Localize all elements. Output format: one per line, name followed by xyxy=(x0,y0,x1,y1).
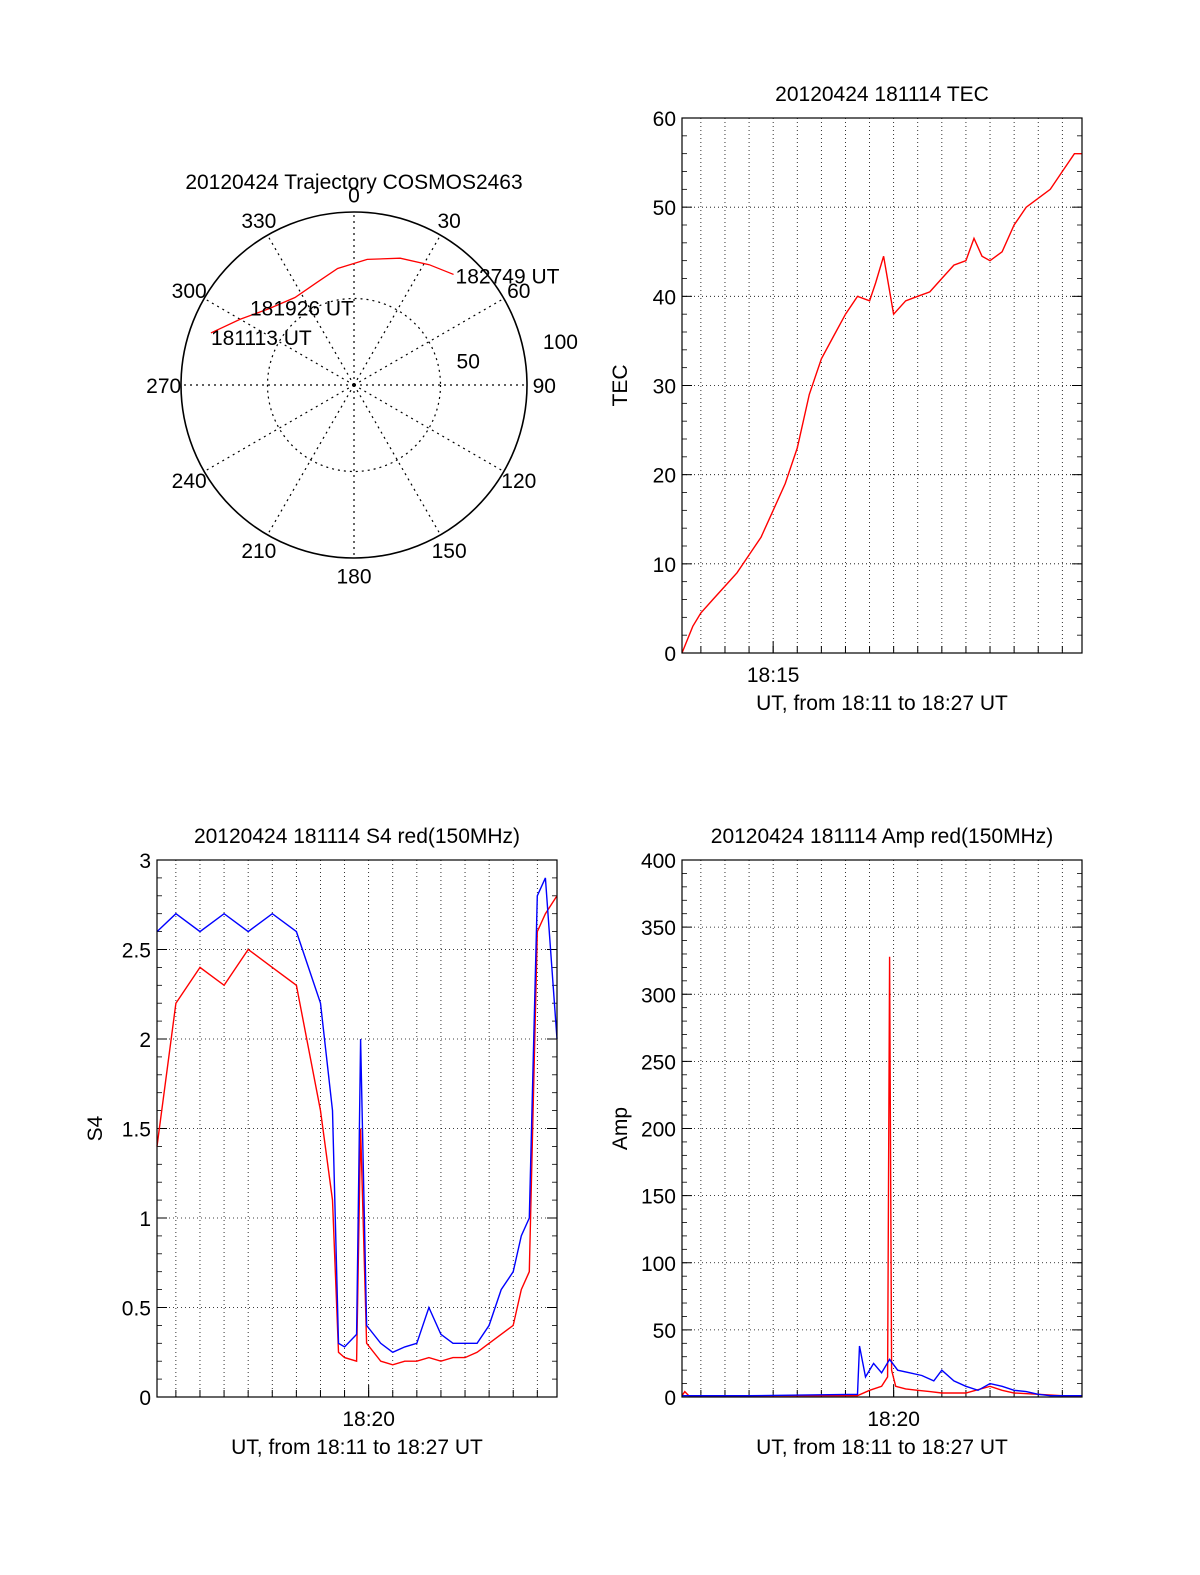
tec-chart: 0 10 20 30 40 50 60 18:15 20120424 181114 TEC UT,… xyxy=(609,83,1083,715)
data-series-1 xyxy=(681,152,1082,654)
y-tick-label: 350 xyxy=(641,917,676,940)
polar-azimuth-label: 240 xyxy=(172,470,207,493)
y-tick-label: 30 xyxy=(653,376,676,399)
chart-title: 20120424 181114 TEC xyxy=(775,83,989,106)
y-tick-label: 150 xyxy=(641,1186,676,1209)
y-tick-label: 50 xyxy=(653,197,676,220)
y-tick-label: 300 xyxy=(641,984,676,1007)
y-tick-label: 400 xyxy=(641,850,676,873)
x-axis-label: UT, from 18:11 to 18:27 UT xyxy=(756,1436,1008,1459)
trajectory-time-label: 182749 UT xyxy=(456,265,560,288)
trajectory-time-label: 181926 UT xyxy=(250,298,354,321)
chart-title: 20120424 181114 Amp red(150MHz) xyxy=(711,825,1053,848)
s4-chart: 0 0.5 1 1.5 2 2.5 3 18:20 20120424 181114 S4 red… xyxy=(84,825,558,1459)
trajectory-time-label: 181113 UT xyxy=(211,327,312,350)
polar-azimuth-labels: 0 30 60 90 120 150 180 210 240 270 300 330 50 100 xyxy=(146,185,578,589)
polar-outer-circle xyxy=(180,211,528,559)
y-tick-label: 2 xyxy=(139,1029,151,1052)
y-tick-label: 0 xyxy=(664,1387,676,1410)
polar-spoke xyxy=(203,384,355,473)
data-series-2 xyxy=(682,1345,1082,1397)
polar-azimuth-label: 270 xyxy=(146,375,181,398)
trajectory-title: 20120424 Trajectory COSMOS2463 xyxy=(185,171,522,194)
polar-spoke xyxy=(353,234,442,386)
plot-frame xyxy=(681,117,1083,654)
polar-inner-circle xyxy=(266,297,442,473)
y-tick-label: 20 xyxy=(653,465,676,488)
trajectory-line xyxy=(210,257,454,334)
polar-azimuth-label: 0 xyxy=(348,185,360,208)
y-tick-label: 200 xyxy=(641,1119,676,1142)
y-tick-label: 2.5 xyxy=(122,940,151,963)
plot-frame xyxy=(156,859,558,1398)
y-tick-label: 100 xyxy=(641,1253,676,1276)
polar-azimuth-label: 330 xyxy=(241,210,276,233)
y-tick-label: 0 xyxy=(139,1387,151,1410)
trajectory-polar-chart: 20120424 Trajectory COSMOS2463 0 30 60 90 12… xyxy=(146,171,578,588)
polar-trajectory-series xyxy=(210,257,454,334)
y-tick-label: 10 xyxy=(653,554,676,577)
polar-annotations: 182749 UT 181926 UT 181113 UT xyxy=(211,265,560,349)
x-tick-label: 18:20 xyxy=(342,1408,395,1431)
plot-frame xyxy=(681,859,1083,1398)
polar-azimuth-label: 150 xyxy=(432,540,467,563)
chart-title: 20120424 181114 S4 red(150MHz) xyxy=(194,825,520,848)
polar-grid xyxy=(180,211,528,559)
y-axis-label: S4 xyxy=(84,1115,107,1141)
data-series-2 xyxy=(156,877,558,1354)
polar-spoke xyxy=(353,297,505,386)
polar-azimuth-label: 210 xyxy=(241,540,276,563)
y-tick-label: 3 xyxy=(139,850,151,873)
y-tick-label: 60 xyxy=(653,108,676,131)
y-axis-label: TEC xyxy=(609,365,632,407)
x-axis-label: UT, from 18:11 to 18:27 UT xyxy=(231,1436,483,1459)
polar-azimuth-label: 300 xyxy=(172,280,207,303)
polar-azimuth-label: 60 xyxy=(507,280,530,303)
y-tick-label: 250 xyxy=(641,1051,676,1074)
polar-radial-label: 100 xyxy=(543,331,578,354)
polar-spoke xyxy=(203,297,355,386)
y-axis-label: Amp xyxy=(609,1107,632,1150)
polar-azimuth-label: 120 xyxy=(501,470,536,493)
x-tick-label: 18:20 xyxy=(867,1408,920,1431)
amp-chart: 0 50 100 150 200 250 300 350 400 18:20 20120424 18… xyxy=(609,825,1083,1459)
x-axis-label: UT, from 18:11 to 18:27 UT xyxy=(756,692,1008,715)
polar-spoke xyxy=(353,384,505,473)
y-tick-label: 0.5 xyxy=(122,1298,151,1321)
polar-azimuth-label: 90 xyxy=(533,375,556,398)
polar-spoke xyxy=(266,234,355,386)
y-tick-label: 1 xyxy=(139,1208,151,1231)
polar-spoke xyxy=(266,384,355,536)
y-tick-label: 1.5 xyxy=(122,1119,151,1142)
x-tick-label: 18:15 xyxy=(747,664,800,687)
y-tick-label: 0 xyxy=(664,643,676,666)
polar-azimuth-label: 180 xyxy=(336,565,371,588)
polar-spoke xyxy=(353,384,442,536)
y-tick-label: 40 xyxy=(653,286,676,309)
polar-azimuth-label: 30 xyxy=(437,210,460,233)
y-tick-label: 50 xyxy=(653,1320,676,1343)
data-series-1 xyxy=(156,895,558,1366)
polar-radial-label: 50 xyxy=(457,351,480,374)
